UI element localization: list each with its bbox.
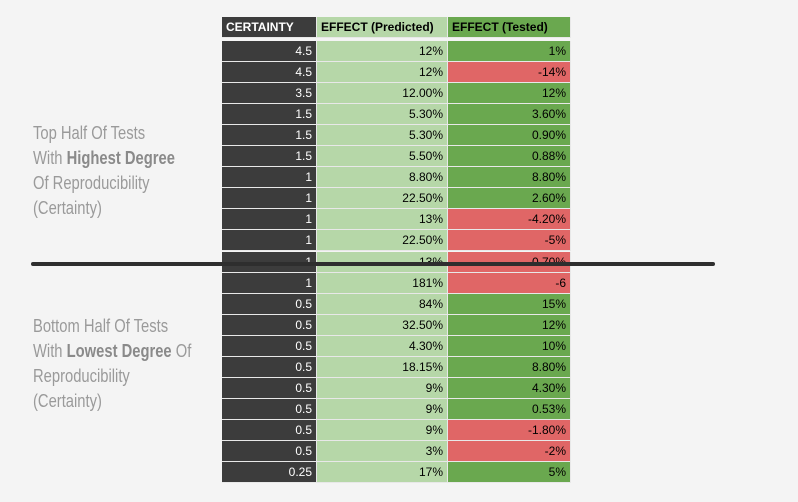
predicted-cell: 5.30% [317, 125, 448, 147]
tested-cell: 8.80% [448, 167, 571, 189]
certainty-cell: 0.5 [222, 335, 317, 357]
predicted-cell: 12.00% [317, 83, 448, 105]
predicted-cell: 12% [317, 62, 448, 84]
header-cell: CERTAINTY [222, 17, 317, 39]
certainty-cell: 0.5 [222, 377, 317, 399]
tested-cell: -4.20% [448, 209, 571, 231]
predicted-cell: 17% [317, 462, 448, 484]
label-line: Top Half Of Tests [33, 121, 175, 146]
certainty-cell: 1 [222, 272, 317, 294]
predicted-cell: 32.50% [317, 314, 448, 336]
certainty-cell: 4.5 [222, 62, 317, 84]
tested-cell: 1% [448, 41, 571, 63]
label-text: Bottom Half Of Tests [33, 316, 169, 336]
predicted-cell: 9% [317, 377, 448, 399]
tested-cell: -5% [448, 230, 571, 252]
label-text: Top Half Of Tests [33, 123, 146, 143]
tested-cell: 15% [448, 293, 571, 315]
predicted-cell: 22.50% [317, 188, 448, 210]
label-text: Of Reproducibility [33, 173, 150, 193]
label-line: With Highest Degree [33, 146, 175, 171]
label-line: Bottom Half Of Tests [33, 314, 191, 339]
tested-cell: -2% [448, 440, 571, 462]
predicted-cell: 9% [317, 398, 448, 420]
tested-cell: 0.53% [448, 398, 571, 420]
label-line: With Lowest Degree Of [33, 339, 191, 364]
predicted-cell: 4.30% [317, 335, 448, 357]
tested-cell: -14% [448, 62, 571, 84]
tested-cell: 3.60% [448, 104, 571, 126]
predicted-cell: 5.50% [317, 146, 448, 168]
certainty-cell: 1.5 [222, 104, 317, 126]
predicted-cell: 181% [317, 272, 448, 294]
certainty-cell: 4.5 [222, 41, 317, 63]
label-text: With [33, 148, 67, 168]
certainty-cell: 1.5 [222, 146, 317, 168]
certainty-cell: 0.25 [222, 462, 317, 484]
certainty-cell: 1 [222, 188, 317, 210]
divider-line [31, 262, 715, 266]
certainty-cell: 0.5 [222, 356, 317, 378]
label-text: (Certainty) [33, 198, 102, 218]
label-text: With [33, 341, 67, 361]
tested-cell: 2.60% [448, 188, 571, 210]
predicted-cell: 3% [317, 440, 448, 462]
label-text: Reproducibility [33, 366, 130, 386]
certainty-cell: 3.5 [222, 83, 317, 105]
certainty-cell: 0.5 [222, 293, 317, 315]
certainty-cell: 1 [222, 209, 317, 231]
predicted-cell: 9% [317, 419, 448, 441]
predicted-cell: 84% [317, 293, 448, 315]
tested-cell: -6 [448, 272, 571, 294]
label-text: Of [171, 341, 192, 361]
label-line: (Certainty) [33, 389, 191, 414]
top-label: Top Half Of Tests With Highest Degree Of R… [33, 121, 175, 221]
certainty-cell: 0.5 [222, 419, 317, 441]
tested-cell: 10% [448, 335, 571, 357]
predicted-cell: 8.80% [317, 167, 448, 189]
predicted-cell: 12% [317, 41, 448, 63]
predicted-cell: 22.50% [317, 230, 448, 252]
tested-cell: 0.88% [448, 146, 571, 168]
certainty-cell: 0.5 [222, 398, 317, 420]
tested-cell: -1.80% [448, 419, 571, 441]
label-text: Lowest Degree [66, 341, 172, 361]
predicted-cell: 13% [317, 209, 448, 231]
certainty-cell: 0.5 [222, 314, 317, 336]
predicted-cell: 18.15% [317, 356, 448, 378]
header-cell: EFFECT (Predicted) [317, 17, 448, 39]
label-text: (Certainty) [33, 391, 102, 411]
bottom-label: Bottom Half Of Tests With Lowest Degree O… [33, 314, 191, 414]
label-line: (Certainty) [33, 196, 175, 221]
predicted-cell: 5.30% [317, 104, 448, 126]
tested-cell: 8.80% [448, 356, 571, 378]
label-line: Of Reproducibility [33, 171, 175, 196]
certainty-cell: 1 [222, 230, 317, 252]
tested-cell: 12% [448, 83, 571, 105]
tested-cell: 5% [448, 462, 571, 484]
tested-cell: 12% [448, 314, 571, 336]
header-cell: EFFECT (Tested) [448, 17, 571, 39]
certainty-cell: 1.5 [222, 125, 317, 147]
tested-cell: 0.90% [448, 125, 571, 147]
label-text: Highest Degree [66, 148, 175, 168]
label-line: Reproducibility [33, 364, 191, 389]
certainty-cell: 0.5 [222, 440, 317, 462]
certainty-cell: 1 [222, 167, 317, 189]
tested-cell: 4.30% [448, 377, 571, 399]
